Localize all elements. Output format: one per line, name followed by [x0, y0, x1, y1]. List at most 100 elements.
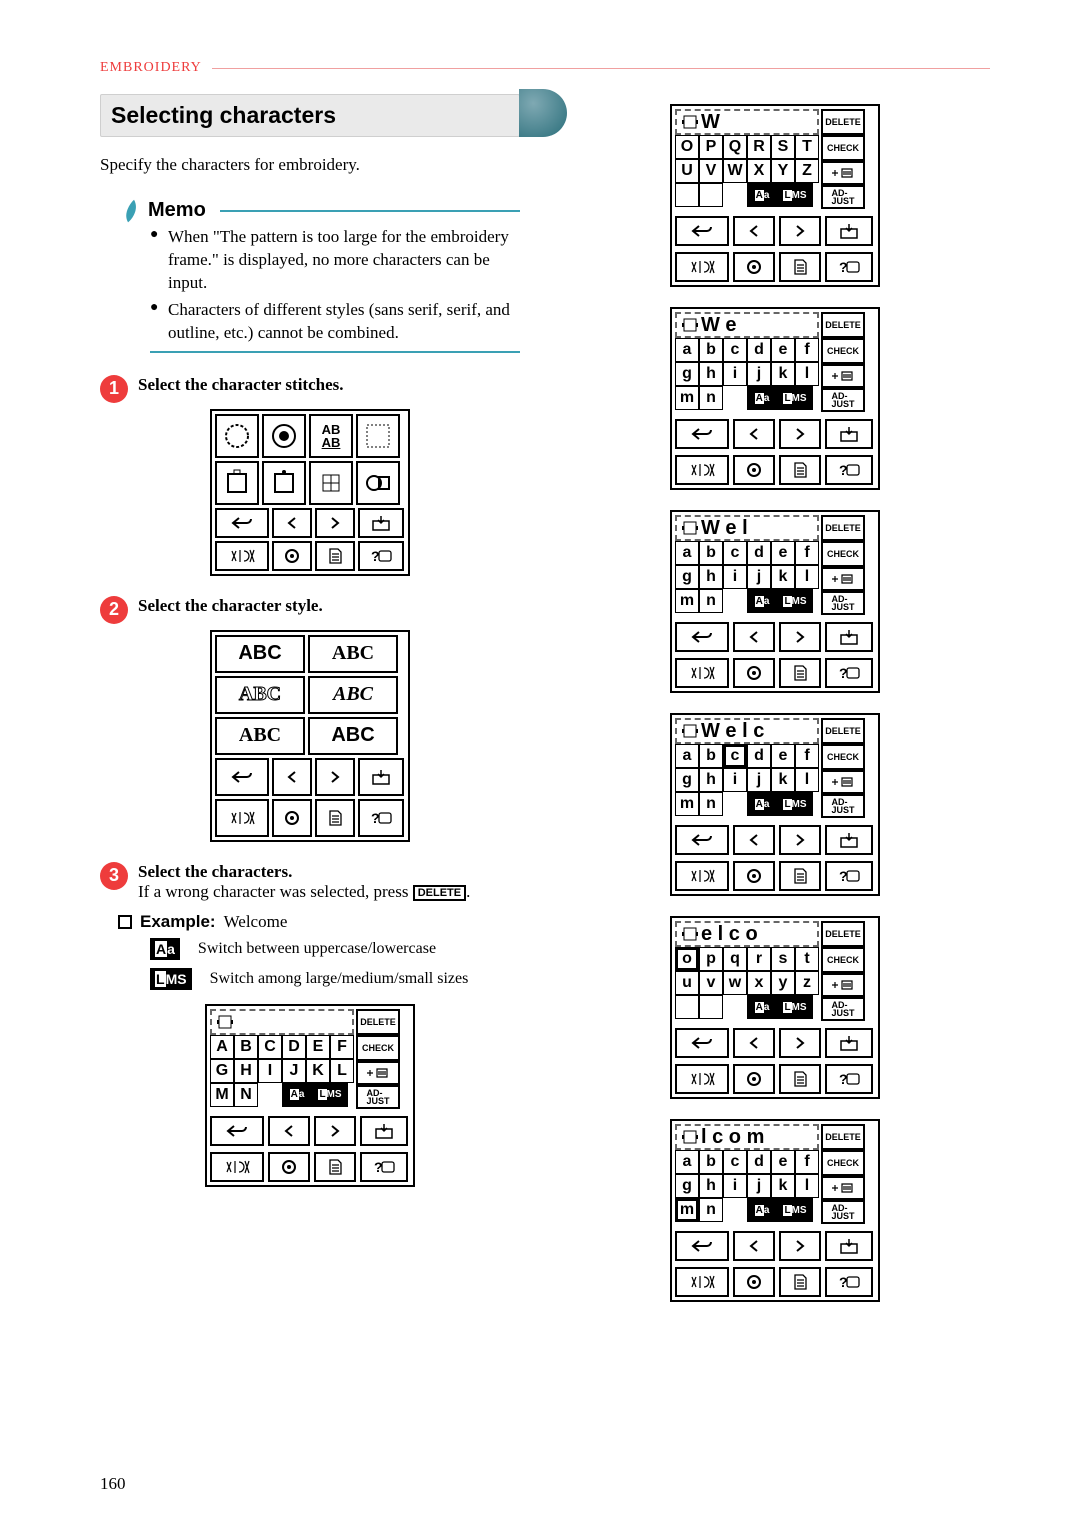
- stitch-option[interactable]: [262, 414, 306, 458]
- key[interactable]: S: [771, 135, 795, 159]
- adjust-button[interactable]: AD- JUST: [356, 1085, 400, 1109]
- key[interactable]: f: [795, 1150, 819, 1174]
- array-button[interactable]: [821, 364, 865, 388]
- help-button[interactable]: ?: [825, 1267, 873, 1297]
- size-toggle-button[interactable]: LMS: [777, 1198, 813, 1222]
- save-button[interactable]: [358, 758, 404, 796]
- key[interactable]: m: [675, 1198, 699, 1222]
- key[interactable]: e: [771, 338, 795, 362]
- key[interactable]: Z: [795, 159, 819, 183]
- stitch-option[interactable]: ABAB: [309, 414, 353, 458]
- save-button[interactable]: [825, 216, 873, 246]
- key[interactable]: N: [234, 1083, 258, 1107]
- settings-button[interactable]: [733, 455, 775, 485]
- key[interactable]: [699, 183, 723, 207]
- key[interactable]: E: [306, 1035, 330, 1059]
- tool-a-button[interactable]: [675, 1267, 729, 1297]
- help-button[interactable]: ?: [825, 1064, 873, 1094]
- case-toggle-button[interactable]: Aa: [747, 386, 777, 410]
- key[interactable]: F: [330, 1035, 354, 1059]
- memory-button[interactable]: [779, 1064, 821, 1094]
- key[interactable]: t: [795, 947, 819, 971]
- key[interactable]: P: [699, 135, 723, 159]
- prev-button[interactable]: [272, 508, 312, 538]
- key[interactable]: f: [795, 338, 819, 362]
- delete-button[interactable]: DELETE: [821, 1124, 865, 1150]
- key[interactable]: b: [699, 1150, 723, 1174]
- key[interactable]: Q: [723, 135, 747, 159]
- key[interactable]: q: [723, 947, 747, 971]
- case-toggle-button[interactable]: Aa: [747, 792, 777, 816]
- undo-button[interactable]: [675, 1231, 729, 1261]
- key[interactable]: W: [723, 159, 747, 183]
- delete-button[interactable]: DELETE: [821, 312, 865, 338]
- case-toggle-button[interactable]: Aa: [747, 1198, 777, 1222]
- adjust-button[interactable]: AD- JUST: [821, 185, 865, 209]
- key[interactable]: h: [699, 1174, 723, 1198]
- memory-button[interactable]: [315, 799, 355, 837]
- tool-a-button[interactable]: [675, 658, 729, 688]
- key[interactable]: [675, 183, 699, 207]
- tool-a-button[interactable]: [675, 1064, 729, 1094]
- key[interactable]: b: [699, 338, 723, 362]
- key[interactable]: e: [771, 744, 795, 768]
- key[interactable]: l: [795, 565, 819, 589]
- key[interactable]: m: [675, 792, 699, 816]
- stitch-option[interactable]: [309, 461, 353, 505]
- adjust-button[interactable]: AD- JUST: [821, 997, 865, 1021]
- key[interactable]: e: [771, 1150, 795, 1174]
- key[interactable]: M: [210, 1083, 234, 1107]
- save-button[interactable]: [825, 622, 873, 652]
- prev-button[interactable]: [733, 419, 775, 449]
- key[interactable]: k: [771, 768, 795, 792]
- save-button[interactable]: [825, 1028, 873, 1058]
- settings-button[interactable]: [733, 861, 775, 891]
- delete-button[interactable]: DELETE: [821, 109, 865, 135]
- check-button[interactable]: CHECK: [821, 1150, 865, 1176]
- array-button[interactable]: [821, 973, 865, 997]
- key[interactable]: e: [771, 541, 795, 565]
- check-button[interactable]: CHECK: [821, 135, 865, 161]
- stitch-option[interactable]: [356, 461, 400, 505]
- prev-button[interactable]: [272, 758, 312, 796]
- key[interactable]: J: [282, 1059, 306, 1083]
- tool-a-button[interactable]: [675, 252, 729, 282]
- key[interactable]: j: [747, 565, 771, 589]
- key[interactable]: Y: [771, 159, 795, 183]
- check-button[interactable]: CHECK: [356, 1035, 400, 1061]
- next-button[interactable]: [779, 1231, 821, 1261]
- settings-button[interactable]: [733, 1064, 775, 1094]
- tool-a-button[interactable]: [675, 861, 729, 891]
- case-toggle-button[interactable]: Aa: [747, 995, 777, 1019]
- key[interactable]: A: [210, 1035, 234, 1059]
- key[interactable]: z: [795, 971, 819, 995]
- key[interactable]: j: [747, 362, 771, 386]
- array-button[interactable]: [821, 770, 865, 794]
- delete-button[interactable]: DELETE: [821, 921, 865, 947]
- size-toggle-button[interactable]: LMS: [777, 995, 813, 1019]
- key[interactable]: g: [675, 565, 699, 589]
- key[interactable]: B: [234, 1035, 258, 1059]
- save-button[interactable]: [360, 1116, 408, 1146]
- key[interactable]: O: [675, 135, 699, 159]
- adjust-button[interactable]: AD- JUST: [821, 591, 865, 615]
- help-button[interactable]: ?: [825, 658, 873, 688]
- key[interactable]: m: [675, 589, 699, 613]
- key[interactable]: U: [675, 159, 699, 183]
- memory-button[interactable]: [779, 1267, 821, 1297]
- help-button[interactable]: ?: [358, 799, 404, 837]
- key[interactable]: n: [699, 1198, 723, 1222]
- key[interactable]: g: [675, 362, 699, 386]
- key[interactable]: m: [675, 386, 699, 410]
- style-option[interactable]: ABC: [215, 717, 305, 755]
- key[interactable]: d: [747, 541, 771, 565]
- next-button[interactable]: [779, 419, 821, 449]
- settings-button[interactable]: [268, 1152, 310, 1182]
- key[interactable]: k: [771, 362, 795, 386]
- key[interactable]: o: [675, 947, 699, 971]
- check-button[interactable]: CHECK: [821, 947, 865, 973]
- key[interactable]: k: [771, 565, 795, 589]
- key[interactable]: D: [282, 1035, 306, 1059]
- memory-button[interactable]: [779, 861, 821, 891]
- key[interactable]: j: [747, 768, 771, 792]
